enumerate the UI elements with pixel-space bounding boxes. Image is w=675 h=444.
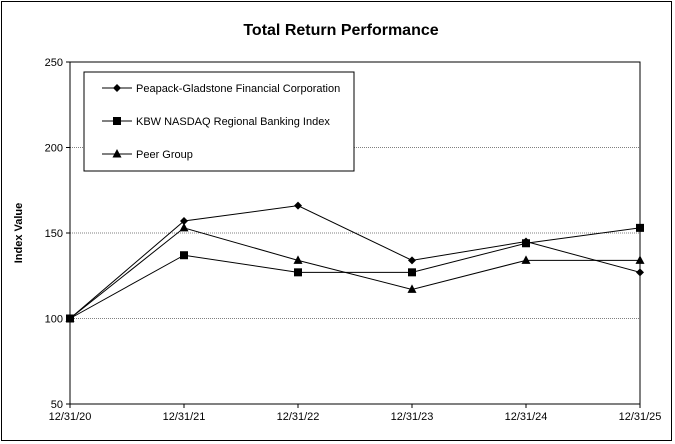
series-line [69, 227, 641, 319]
data-point [521, 255, 531, 264]
series-kbw-nasdaq-regional-banking-index [66, 223, 644, 323]
y-tick-label: 200 [45, 143, 63, 155]
legend-label: Peapack-Gladstone Financial Corporation [136, 83, 340, 95]
data-point [636, 268, 644, 277]
data-point [407, 284, 417, 293]
legend-label: KBW NASDAQ Regional Banking Index [136, 116, 330, 128]
chart-title: Total Return Performance [243, 22, 438, 39]
y-axis-label: Index Value [13, 203, 25, 264]
data-point [294, 201, 302, 210]
series-peapack-gladstone-financial-corporation [66, 201, 644, 323]
y-tick-label: 250 [45, 57, 63, 69]
legend: Peapack-Gladstone Financial Corporation K… [83, 71, 355, 172]
data-point [636, 223, 644, 232]
data-point [180, 251, 188, 260]
legend-item: Peer Group [102, 149, 193, 161]
data-point [408, 268, 416, 277]
legend-item: Peapack-Gladstone Financial Corporation [102, 83, 340, 95]
x-tick-label: 12/31/22 [277, 411, 320, 423]
series-peer-group [65, 222, 645, 322]
x-tick-label: 12/31/20 [49, 411, 92, 423]
data-point [408, 256, 416, 265]
y-tick-label: 100 [45, 314, 63, 326]
legend-item: KBW NASDAQ Regional Banking Index [102, 116, 330, 128]
x-tick-label: 12/31/25 [619, 411, 662, 423]
y-axis-ticks: 50 100 150 200 250 [45, 57, 70, 411]
data-point [180, 217, 188, 226]
data-point [522, 239, 530, 248]
legend-marker [113, 117, 121, 125]
data-point [65, 313, 75, 322]
legend-label: Peer Group [136, 149, 193, 161]
x-tick-label: 12/31/21 [163, 411, 206, 423]
y-tick-label: 50 [51, 399, 63, 411]
data-point [294, 268, 302, 277]
series-line [69, 227, 640, 319]
data-point [635, 255, 645, 264]
legend-marker [112, 149, 122, 158]
legend-marker [113, 84, 121, 92]
x-tick-label: 12/31/24 [505, 411, 548, 423]
series-line [69, 205, 641, 319]
x-axis-ticks: 12/31/20 12/31/21 12/31/22 12/31/23 12/31/24… [49, 404, 662, 423]
series-layer [65, 201, 645, 323]
y-tick-label: 150 [45, 228, 63, 240]
data-point [293, 255, 303, 264]
x-tick-label: 12/31/23 [391, 411, 434, 423]
data-point [179, 222, 189, 232]
